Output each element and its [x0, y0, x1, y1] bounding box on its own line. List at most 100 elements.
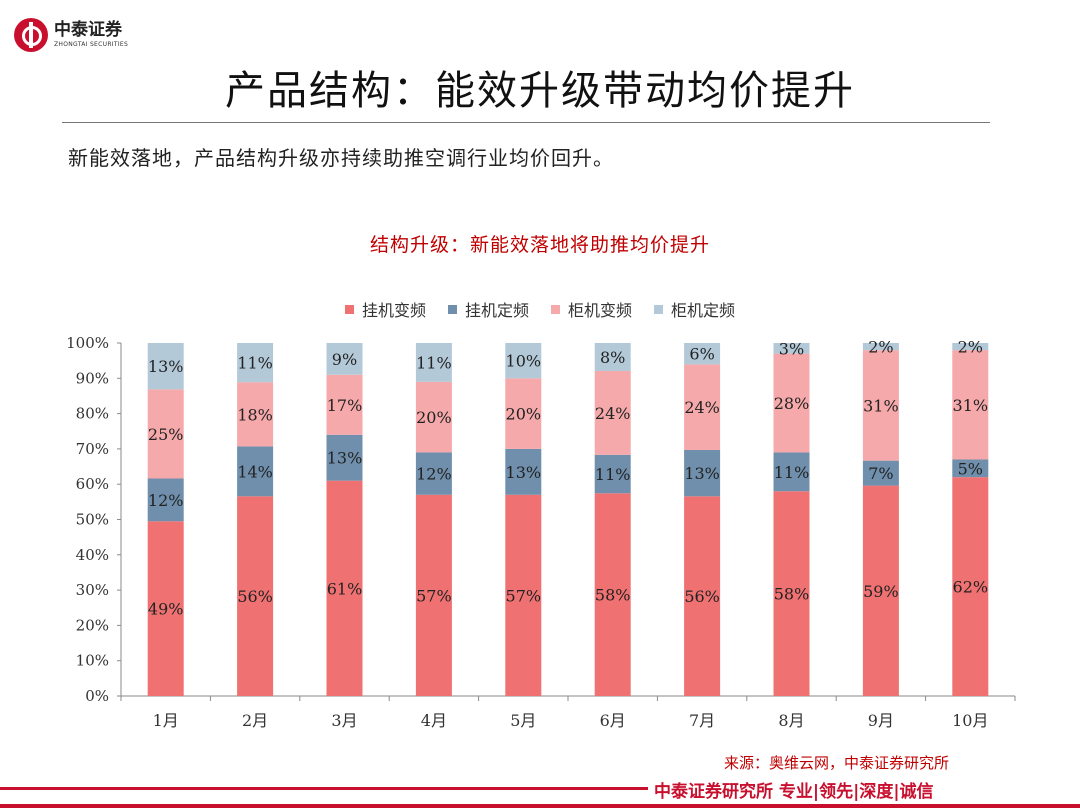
- bar-segment: [326, 374, 363, 435]
- data-label: 61%: [327, 579, 363, 598]
- bar-segment: [415, 494, 452, 696]
- x-tick-label: 8月: [778, 711, 804, 730]
- bar-segment: [594, 493, 631, 696]
- bar-segment: [147, 478, 184, 522]
- bar-segment: [952, 350, 989, 460]
- bar-segment: [684, 364, 721, 450]
- bar-segment: [952, 477, 989, 696]
- data-label: 58%: [774, 585, 810, 604]
- data-label: 56%: [684, 587, 720, 606]
- bar-segment: [505, 343, 542, 379]
- bar-segment: [684, 496, 721, 696]
- legend-label-cab-vfreq: 柜机变频: [568, 301, 633, 320]
- bar-segment: [594, 343, 631, 371]
- data-label: 20%: [416, 408, 452, 427]
- bar-segment: [684, 343, 721, 365]
- data-label: 3%: [779, 339, 804, 358]
- data-label: 31%: [863, 396, 899, 415]
- data-label: 24%: [595, 404, 631, 423]
- x-tick-label: 2月: [242, 711, 268, 730]
- data-label: 62%: [953, 578, 989, 597]
- data-label: 8%: [600, 348, 625, 367]
- bar-segment: [773, 452, 810, 492]
- legend-label-cab-fixed: 柜机定频: [671, 301, 736, 320]
- bar-segment: [237, 382, 274, 447]
- bar-segment: [594, 370, 631, 455]
- legend-swatch-wall-fixed: [447, 304, 457, 314]
- data-label: 2%: [958, 338, 983, 357]
- x-tick-label: 10月: [952, 711, 988, 730]
- x-tick-label: 7月: [689, 711, 715, 730]
- y-tick-label: 20%: [76, 616, 109, 634]
- data-label: 25%: [148, 425, 184, 444]
- chart-legend: 挂机变频 挂机定频 柜机变频 柜机定频: [0, 297, 1080, 321]
- data-label: 9%: [332, 350, 357, 369]
- data-label: 12%: [148, 491, 184, 510]
- bar-segment: [952, 343, 989, 351]
- legend-item-cab-fixed: 柜机定频: [654, 297, 735, 321]
- bar-segment: [505, 448, 542, 495]
- x-tick-label: 5月: [510, 711, 536, 730]
- data-label: 57%: [416, 586, 452, 605]
- y-tick-label: 30%: [76, 581, 109, 599]
- chart-title: 结构升级：新能效落地将助推均价提升: [369, 234, 710, 256]
- zhongtai-logo-icon: [14, 18, 48, 52]
- page-subtitle: 新能效落地，产品结构升级亦持续助推空调行业均价回升。: [68, 146, 614, 170]
- bar-segment: [773, 353, 810, 453]
- bar-segment: [237, 343, 274, 383]
- source-note: 来源：奥维云网，中泰证券研究所: [724, 754, 950, 772]
- bar-segment: [862, 485, 899, 696]
- page-title: 产品结构：能效升级带动均价提升: [225, 68, 855, 114]
- data-label: 31%: [953, 396, 989, 415]
- data-label: 13%: [148, 357, 184, 376]
- y-tick-label: 90%: [76, 369, 109, 387]
- data-label: 11%: [416, 353, 452, 372]
- x-tick-label: 3月: [331, 711, 357, 730]
- bar-segment: [684, 449, 721, 497]
- bar-segment: [147, 343, 184, 390]
- data-label: 57%: [506, 586, 542, 605]
- logo-name-cn: 中泰证券: [54, 20, 122, 40]
- legend-item-cab-vfreq: 柜机变频: [551, 297, 632, 321]
- bar-segment: [594, 454, 631, 494]
- bar-segment: [773, 491, 810, 696]
- legend-item-wall-fixed: 挂机定频: [447, 297, 529, 321]
- data-label: 2%: [868, 338, 893, 357]
- bar-segment: [415, 343, 452, 382]
- title-divider: [62, 122, 990, 123]
- bar-segment: [952, 459, 989, 478]
- bar-segment: [862, 343, 899, 351]
- y-tick-label: 40%: [76, 546, 109, 564]
- data-label: 6%: [689, 345, 714, 364]
- bar-segment: [326, 343, 363, 375]
- bar-segment: [326, 434, 363, 481]
- legend-label-wall-fixed: 挂机定频: [464, 301, 529, 320]
- x-tick-label: 6月: [600, 711, 626, 730]
- y-tick-label: 0%: [85, 687, 109, 705]
- data-label: 13%: [327, 449, 363, 468]
- legend-swatch-cab-fixed: [654, 304, 664, 314]
- data-label: 12%: [416, 465, 452, 484]
- bar-segment: [147, 389, 184, 479]
- y-tick-label: 10%: [76, 652, 109, 670]
- y-tick-label: 100%: [66, 334, 109, 352]
- footer-divider: [0, 787, 648, 790]
- data-label: 56%: [237, 587, 273, 606]
- data-label: 11%: [595, 465, 631, 484]
- legend-item-wall-vfreq: 挂机变频: [344, 297, 426, 321]
- legend-swatch-cab-vfreq: [551, 304, 560, 314]
- y-tick-label: 60%: [76, 475, 109, 493]
- data-label: 49%: [148, 600, 184, 619]
- bar-segment: [415, 452, 452, 495]
- data-label: 17%: [327, 396, 363, 415]
- data-label: 10%: [506, 352, 542, 371]
- x-tick-label: 9月: [868, 711, 894, 730]
- company-logo: 中泰证券 ZHONGTAI SECURITIES: [14, 18, 128, 52]
- footer-bottom-bar: [0, 804, 1080, 808]
- y-tick-label: 70%: [76, 440, 109, 458]
- data-label: 20%: [506, 405, 542, 424]
- footer-slogan: 中泰证券研究所 专业|领先|深度|诚信: [654, 782, 934, 802]
- legend-swatch-wall-vfreq: [344, 304, 354, 314]
- bar-segment: [505, 494, 542, 696]
